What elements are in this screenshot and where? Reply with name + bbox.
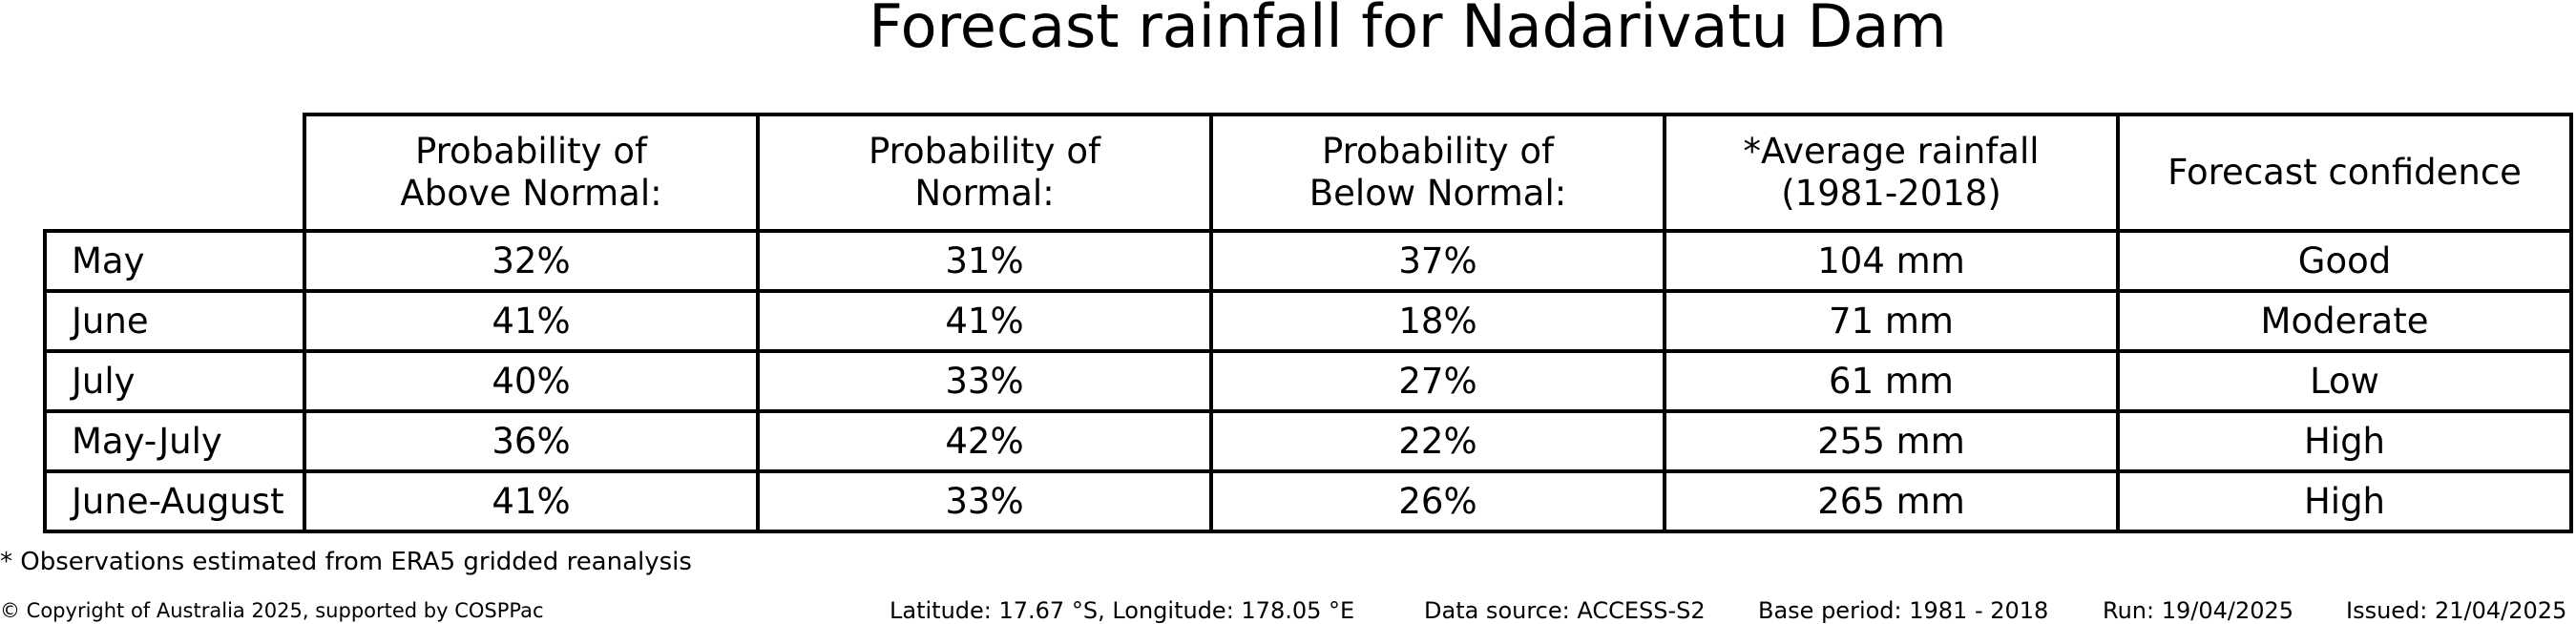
- column-header: *Average rainfall (1981-2018): [1663, 113, 2120, 233]
- row-label: July: [43, 349, 306, 413]
- column-header-line1: Probability of: [1321, 131, 1554, 172]
- forecast-table: Probability of Above Normal: Probability …: [43, 113, 2573, 533]
- table-cell: High: [2116, 409, 2573, 473]
- table-cell: 22%: [1209, 409, 1666, 473]
- column-header-line1: Forecast confidence: [2168, 152, 2522, 193]
- table-cell: 40%: [303, 349, 760, 413]
- column-header: Probability of Above Normal:: [303, 113, 760, 233]
- location-text: Latitude: 17.67 °S, Longitude: 178.05 °E: [890, 597, 1355, 624]
- column-header: Probability of Below Normal:: [1209, 113, 1666, 233]
- column-header-line1: *Average rainfall: [1743, 131, 2040, 172]
- table-cell: Moderate: [2116, 289, 2573, 353]
- data-source-text: Data source: ACCESS-S2: [1424, 597, 1706, 624]
- column-header-line2: Normal:: [914, 173, 1055, 214]
- table-cell: 255 mm: [1663, 409, 2120, 473]
- table-row: May 32% 31% 37% 104 mm Good: [43, 229, 2573, 293]
- table-row: June 41% 41% 18% 71 mm Moderate: [43, 289, 2573, 353]
- table-row: May-July 36% 42% 22% 255 mm High: [43, 409, 2573, 473]
- run-date-text: Run: 19/04/2025: [2103, 597, 2294, 624]
- row-label: May: [43, 229, 306, 293]
- table-cell: 32%: [303, 229, 760, 293]
- row-label: June: [43, 289, 306, 353]
- column-header-line2: Above Normal:: [400, 173, 662, 214]
- table-cell: 31%: [756, 229, 1213, 293]
- table-cell: 26%: [1209, 469, 1666, 533]
- column-header-line1: Probability of: [868, 131, 1100, 172]
- table-cell: 104 mm: [1663, 229, 2120, 293]
- table-cell: 27%: [1209, 349, 1666, 413]
- chart-title: Forecast rainfall for Nadarivatu Dam: [869, 0, 1947, 61]
- table-cell: 265 mm: [1663, 469, 2120, 533]
- base-period-text: Base period: 1981 - 2018: [1758, 597, 2049, 624]
- table-row: July 40% 33% 27% 61 mm Low: [43, 349, 2573, 413]
- copyright-text: © Copyright of Australia 2025, supported…: [0, 599, 544, 622]
- table-cell: 41%: [303, 469, 760, 533]
- table-cell: High: [2116, 469, 2573, 533]
- column-header: Forecast confidence: [2116, 113, 2573, 233]
- column-header-line2: Below Normal:: [1309, 173, 1567, 214]
- table-cell: 33%: [756, 349, 1213, 413]
- column-header-line1: Probability of: [414, 131, 647, 172]
- table-cell: 33%: [756, 469, 1213, 533]
- footnote: * Observations estimated from ERA5 gridd…: [0, 548, 692, 576]
- table-cell: 18%: [1209, 289, 1666, 353]
- table-corner-cell: [45, 114, 306, 233]
- table-cell: 36%: [303, 409, 760, 473]
- row-label: June-August: [43, 469, 306, 533]
- table-cell: 41%: [756, 289, 1213, 353]
- table-cell: 41%: [303, 289, 760, 353]
- table-cell: 71 mm: [1663, 289, 2120, 353]
- table-header-row: Probability of Above Normal: Probability …: [45, 113, 2573, 233]
- table-row: June-August 41% 33% 26% 265 mm High: [43, 469, 2573, 533]
- table-cell: Low: [2116, 349, 2573, 413]
- table-cell: 61 mm: [1663, 349, 2120, 413]
- table-cell: 37%: [1209, 229, 1666, 293]
- issued-date-text: Issued: 21/04/2025: [2346, 597, 2567, 624]
- table-cell: Good: [2116, 229, 2573, 293]
- column-header: Probability of Normal:: [756, 113, 1213, 233]
- row-label: May-July: [43, 409, 306, 473]
- column-header-line2: (1981-2018): [1781, 173, 2001, 214]
- table-cell: 42%: [756, 409, 1213, 473]
